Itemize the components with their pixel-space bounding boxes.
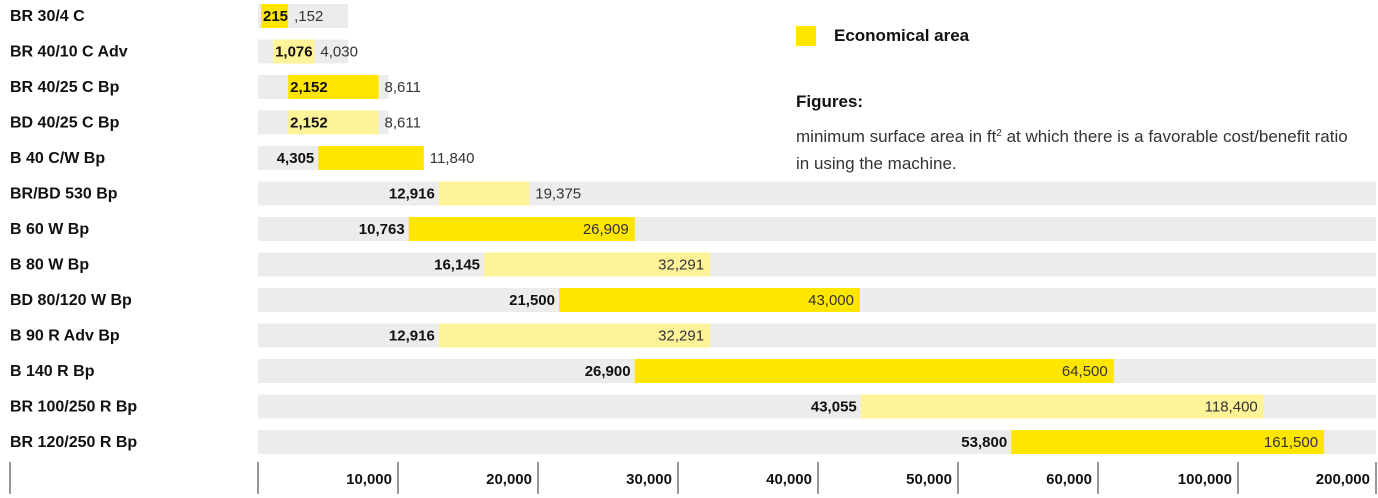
max-value-label: 32,291 [658, 257, 704, 274]
economical-range-bar [438, 323, 711, 348]
max-value-label: 64,500 [1062, 363, 1108, 380]
min-value-label: 16,145 [434, 257, 480, 274]
row-label: B 80 W Bp [10, 257, 89, 274]
row-label: BD 40/25 C Bp [10, 115, 120, 132]
max-value-label: 4,030 [320, 44, 358, 61]
economical-range-bar [559, 288, 860, 312]
economical-range-bar [860, 394, 1264, 419]
economical-range-bar [288, 75, 379, 99]
figures-unit-superscript: 2 [996, 128, 1002, 139]
economical-range-bar [1011, 430, 1325, 454]
economical-range-bar [273, 39, 315, 64]
min-value-label: 1,076 [275, 44, 313, 61]
figures-description: minimum surface area in ft2 at which the… [796, 120, 1356, 177]
row-label: BR 40/25 C Bp [10, 79, 120, 96]
row-label: B 40 C/W Bp [10, 150, 105, 167]
max-value-label: 161,500 [1264, 434, 1318, 451]
economical-range-bar [288, 110, 379, 135]
x-tick-label: 200,000 [1316, 471, 1370, 488]
x-tick-label: 10,000 [346, 471, 392, 488]
row-label: BR/BD 530 Bp [10, 186, 118, 203]
row-label: B 60 W Bp [10, 221, 89, 238]
max-value-label: 8,611 [385, 115, 421, 132]
figures-heading: Figures: [796, 92, 864, 111]
figures-text-2: at which there is a favorable cost/benef… [796, 127, 1348, 173]
min-value-label: 53,800 [961, 434, 1007, 451]
x-tick-label: 30,000 [626, 471, 672, 488]
bar-track-full [258, 252, 1376, 277]
row-label: BR 100/250 R Bp [10, 399, 137, 416]
min-value-label: 4,305 [277, 150, 315, 167]
max-value-label: 11,840 [430, 150, 475, 167]
economical-range-bar [634, 359, 1114, 383]
row-label: BD 80/120 W Bp [10, 292, 132, 309]
economical-range-bar [261, 4, 289, 28]
row-label: BR 30/4 C [10, 8, 85, 25]
min-value-label: 12,916 [389, 328, 435, 345]
legend-label: Economical area [834, 26, 970, 45]
max-value-label: 19,375 [535, 186, 581, 203]
economical-range-bar [408, 217, 635, 241]
min-value-label: 26,900 [585, 363, 631, 380]
min-value-label: 2,152 [290, 115, 328, 132]
x-tick-label: 100,000 [1178, 471, 1232, 488]
max-value-label: 32,291 [658, 328, 704, 345]
figures-text-1: minimum surface area in ft [796, 127, 997, 146]
max-value-label: 118,400 [1205, 399, 1258, 416]
min-value-label: 2,152 [290, 79, 328, 96]
min-value-label: 215 [263, 8, 288, 25]
legend-swatch [796, 26, 816, 46]
row-label: B 90 R Adv Bp [10, 328, 120, 345]
x-tick-label: 20,000 [486, 471, 532, 488]
figures-note: Figures: minimum surface area in ft2 at … [796, 92, 1356, 177]
min-value-label: 21,500 [509, 292, 555, 309]
economical-range-bar [484, 252, 711, 277]
row-label: BR 40/10 C Adv [10, 44, 128, 61]
min-value-label: 12,916 [389, 186, 435, 203]
max-value-label: 8,611 [385, 79, 421, 96]
economical-range-bar [438, 181, 530, 206]
x-tick-label: 60,000 [1046, 471, 1092, 488]
row-label: B 140 R Bp [10, 363, 95, 380]
min-value-label: 43,055 [811, 399, 857, 416]
row-label: BR 120/250 R Bp [10, 434, 137, 451]
x-tick-label: 40,000 [766, 471, 812, 488]
x-tick-label: 50,000 [906, 471, 952, 488]
economical-range-bar [318, 146, 424, 170]
bar-track [258, 146, 319, 170]
max-value-label: ,152 [294, 8, 323, 25]
min-value-label: 10,763 [359, 221, 405, 238]
legend: Economical area [796, 26, 969, 46]
max-value-label: 26,909 [583, 221, 629, 238]
max-value-label: 43,000 [808, 292, 854, 309]
